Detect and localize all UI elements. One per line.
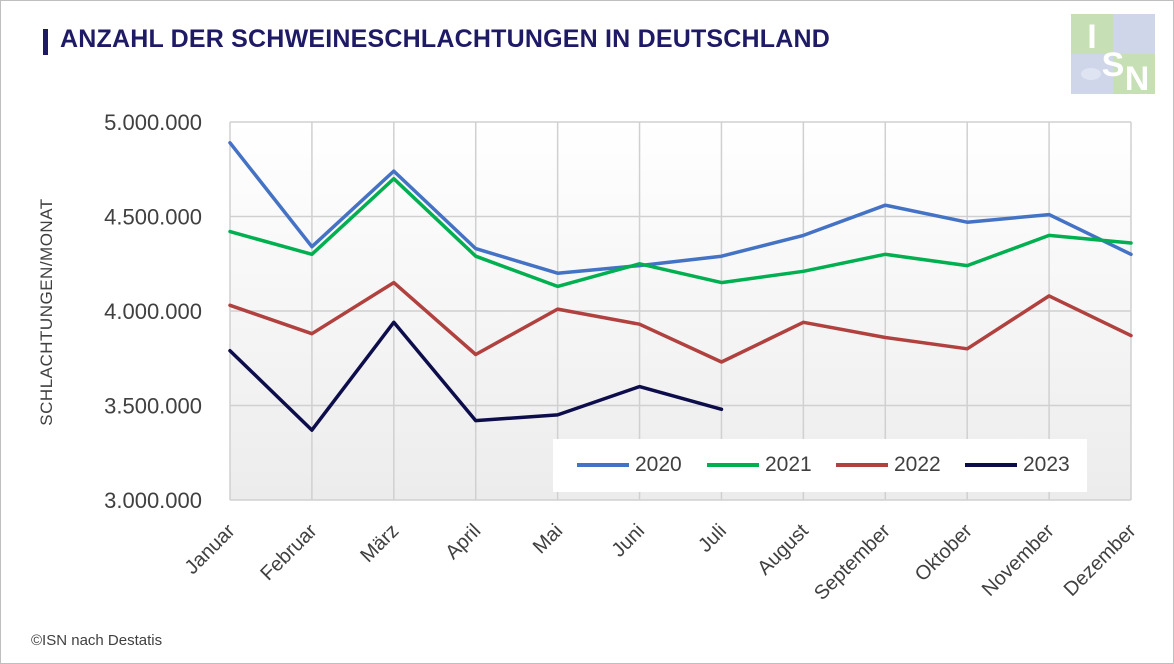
y-axis-label: SCHLACHTUNGEN/MONAT [37,198,56,425]
series-line-2023 [228,320,724,432]
chart-title: ANZAHL DER SCHWEINESCHLACHTUNGEN IN DEUT… [60,25,831,53]
x-tick-label: Mai [529,520,567,558]
x-tick-label: Oktober [911,520,977,586]
series-line-2022 [228,280,1133,364]
y-tick-label: 4.000.000 [104,299,202,324]
isn-logo: I S N [1071,14,1155,94]
y-tick-label: 3.500.000 [104,394,202,419]
legend-swatch-2023 [965,463,1017,467]
series-line-2021 [228,176,1133,289]
x-tick-label: Juli [694,520,731,557]
legend-item-2020: 2020 [577,452,682,478]
y-tick-label: 5.000.000 [104,110,202,135]
legend-label-2021: 2021 [765,453,812,476]
x-tick-label: Juni [608,520,650,562]
x-tick-label: Januar [181,520,240,579]
legend-item-2023: 2023 [965,452,1070,478]
legend: 2020 2021 2022 2023 [553,439,1087,492]
x-axis-ticks: Januar Februar März April Mai Juni Juli AugustS… [181,520,1141,605]
x-tick-label: Dezember [1060,520,1141,601]
legend-swatch-2021 [707,463,759,467]
series-lines [228,141,1133,432]
x-tick-label: September [810,520,895,605]
legend-swatch-2020 [577,463,629,467]
x-tick-label: März [356,520,403,567]
x-tick-label: April [441,520,485,564]
y-axis-ticks: 3.000.000 3.500.000 4.000.000 4.500.000 5.00… [104,110,202,513]
title-accent-bar [43,29,48,55]
svg-text:I: I [1087,18,1096,56]
svg-text:S: S [1102,46,1125,84]
legend-swatch-2022 [836,463,888,467]
legend-item-2021: 2021 [707,452,812,478]
svg-text:N: N [1125,60,1150,94]
y-tick-label: 3.000.000 [104,488,202,513]
legend-label-2020: 2020 [635,453,682,476]
legend-item-2022: 2022 [836,452,941,478]
x-tick-label: November [978,520,1059,601]
series-line-2020 [228,141,1133,275]
source-note: ©ISN nach Destatis [31,632,163,649]
gridlines [229,121,1132,501]
y-tick-label: 4.500.000 [104,205,202,230]
x-tick-label: Februar [256,520,321,585]
legend-label-2022: 2022 [894,453,941,476]
legend-label-2023: 2023 [1023,453,1070,476]
x-tick-label: August [753,520,813,580]
